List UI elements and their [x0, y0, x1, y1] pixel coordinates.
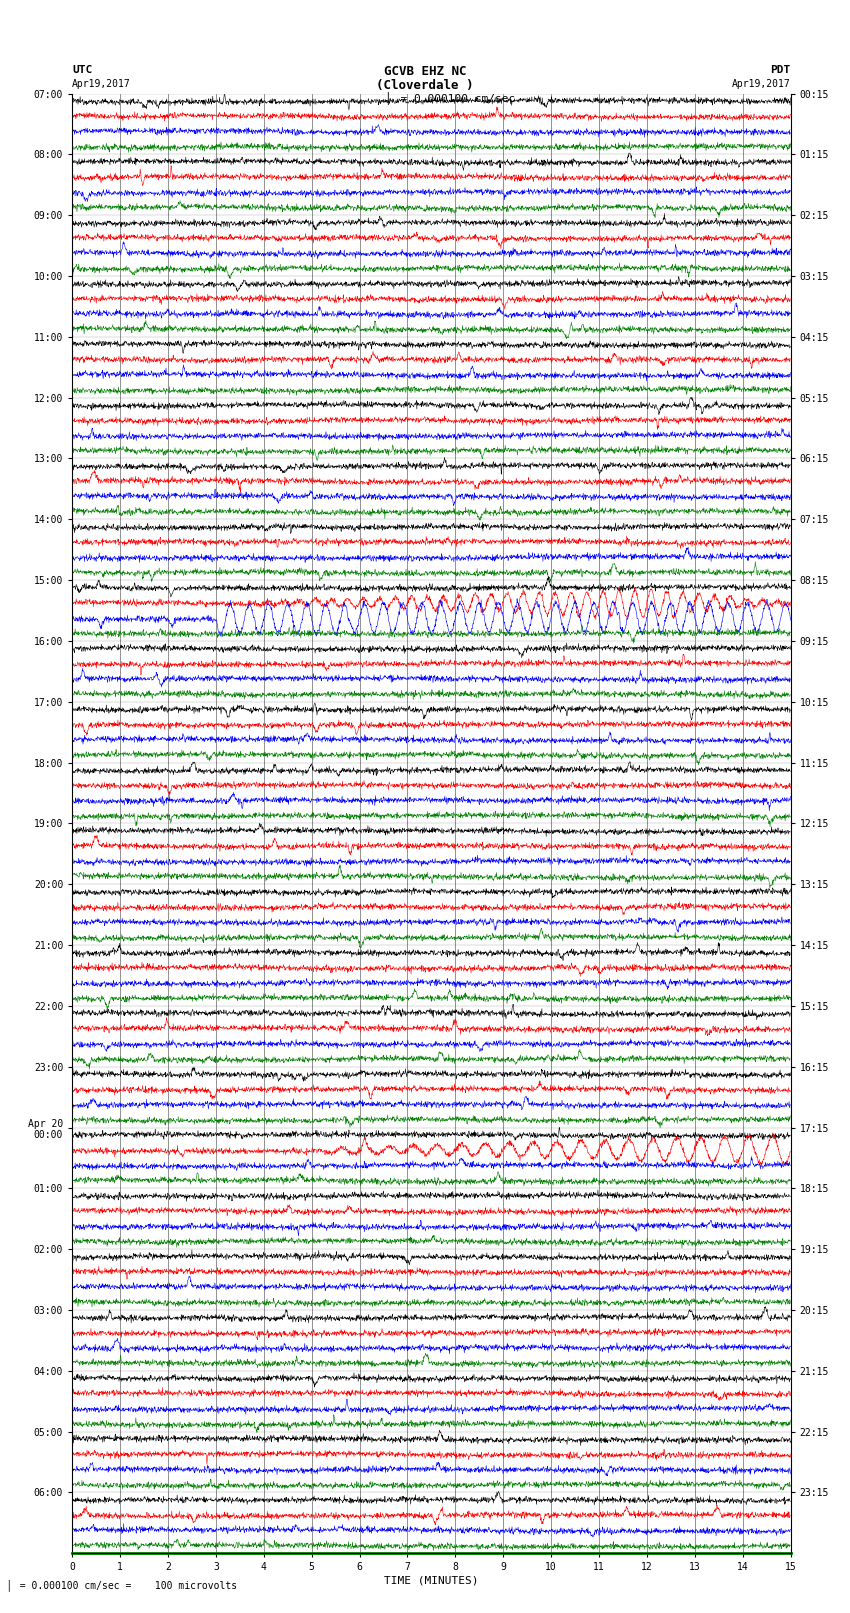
Text: Apr19,2017: Apr19,2017 [72, 79, 131, 89]
X-axis label: TIME (MINUTES): TIME (MINUTES) [384, 1576, 479, 1586]
Text: ▏ = 0.000100 cm/sec =    100 microvolts: ▏ = 0.000100 cm/sec = 100 microvolts [8, 1579, 238, 1590]
Text: (Cloverdale ): (Cloverdale ) [377, 79, 473, 92]
Text: Apr19,2017: Apr19,2017 [732, 79, 791, 89]
Text: PDT: PDT [770, 65, 790, 74]
Text: ▏ = 0.000100 cm/sec: ▏ = 0.000100 cm/sec [387, 92, 515, 105]
Text: GCVB EHZ NC: GCVB EHZ NC [383, 65, 467, 77]
Text: UTC: UTC [72, 65, 93, 74]
